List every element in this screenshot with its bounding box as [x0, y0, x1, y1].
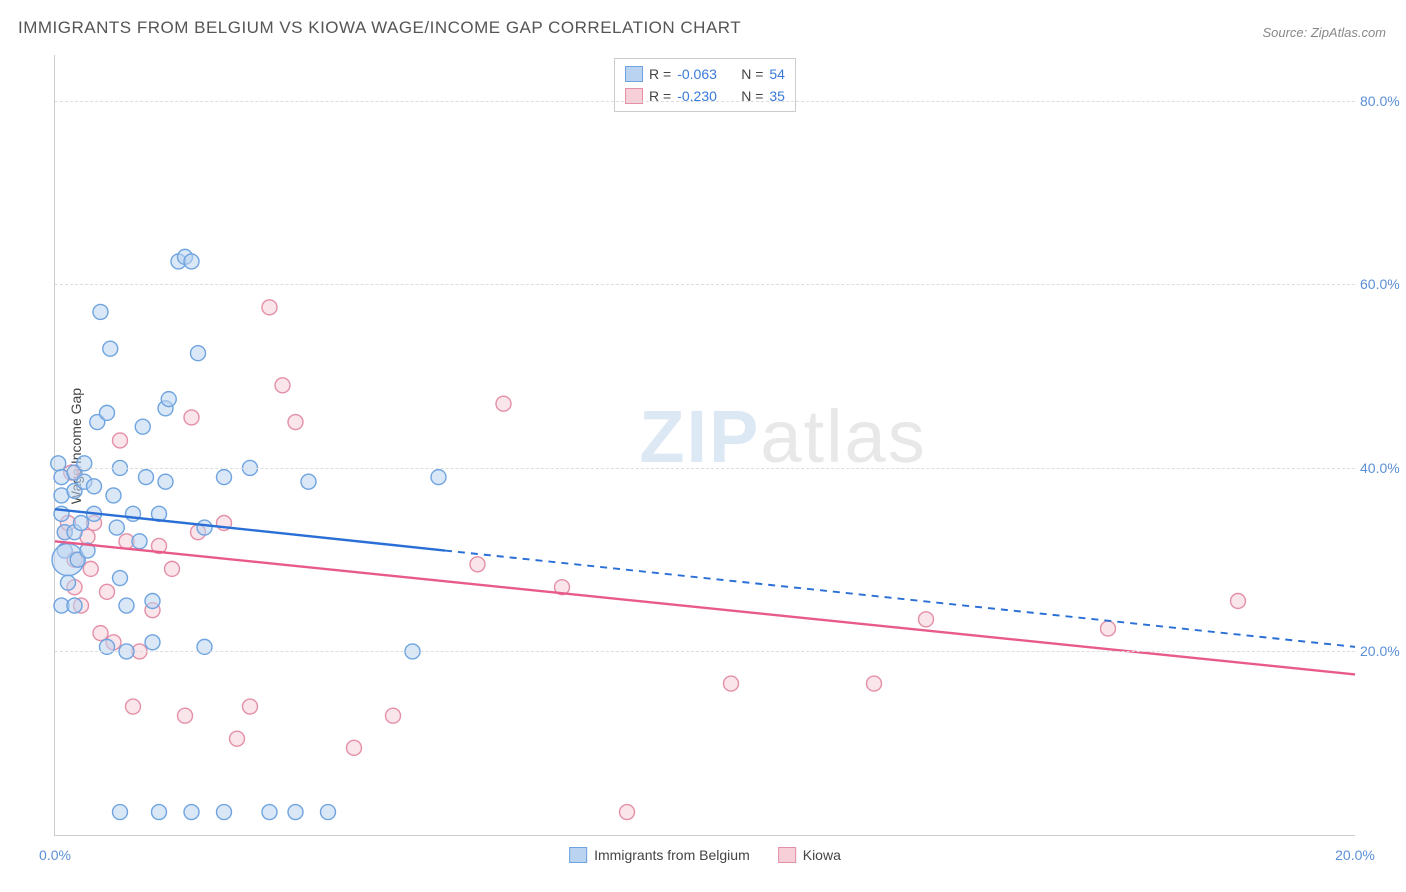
point-series-b — [1231, 594, 1246, 609]
point-series-b — [347, 740, 362, 755]
point-series-a — [135, 419, 150, 434]
point-series-b — [243, 699, 258, 714]
point-series-a — [145, 594, 160, 609]
point-series-a — [184, 805, 199, 820]
point-series-a — [262, 805, 277, 820]
point-series-a — [132, 534, 147, 549]
point-series-a — [106, 488, 121, 503]
source-attribution: Source: ZipAtlas.com — [1262, 25, 1386, 40]
point-series-b — [620, 805, 635, 820]
point-series-b — [1101, 621, 1116, 636]
x-tick-label: 20.0% — [1335, 847, 1375, 863]
point-series-b — [288, 415, 303, 430]
point-series-a — [217, 805, 232, 820]
gridline — [55, 468, 1355, 469]
series-legend: Immigrants from Belgium Kiowa — [569, 847, 841, 863]
point-series-a — [431, 470, 446, 485]
point-series-a — [184, 254, 199, 269]
legend-item: Immigrants from Belgium — [569, 847, 750, 863]
point-series-b — [919, 612, 934, 627]
point-series-b — [165, 561, 180, 576]
point-series-b — [100, 584, 115, 599]
point-series-a — [103, 341, 118, 356]
point-series-a — [93, 304, 108, 319]
point-series-b — [230, 731, 245, 746]
point-series-b — [724, 676, 739, 691]
point-series-a — [87, 479, 102, 494]
legend-label: Kiowa — [803, 847, 841, 863]
point-series-b — [275, 378, 290, 393]
legend-item: Kiowa — [778, 847, 841, 863]
point-series-a — [161, 392, 176, 407]
point-series-a — [288, 805, 303, 820]
gridline — [55, 284, 1355, 285]
point-series-b — [113, 433, 128, 448]
y-tick-label: 80.0% — [1360, 93, 1406, 109]
swatch-series-a — [569, 847, 587, 863]
point-series-a — [113, 805, 128, 820]
y-tick-label: 40.0% — [1360, 460, 1406, 476]
point-series-a — [139, 470, 154, 485]
point-series-a — [74, 516, 89, 531]
legend-label: Immigrants from Belgium — [594, 847, 750, 863]
point-series-a — [113, 571, 128, 586]
x-tick-label: 0.0% — [39, 847, 71, 863]
point-series-b — [93, 626, 108, 641]
y-tick-label: 60.0% — [1360, 276, 1406, 292]
point-series-a — [321, 805, 336, 820]
point-series-a — [100, 405, 115, 420]
point-series-a — [67, 598, 82, 613]
point-series-a — [301, 474, 316, 489]
scatter-plot-area: ZIPatlas R = -0.063 N = 54 R = -0.230 N … — [54, 55, 1355, 836]
gridline — [55, 101, 1355, 102]
point-series-a — [217, 470, 232, 485]
gridline — [55, 651, 1355, 652]
y-tick-label: 20.0% — [1360, 643, 1406, 659]
point-series-b — [178, 708, 193, 723]
point-series-a — [119, 598, 134, 613]
point-series-b — [262, 300, 277, 315]
chart-title: IMMIGRANTS FROM BELGIUM VS KIOWA WAGE/IN… — [18, 18, 741, 38]
point-series-a — [61, 575, 76, 590]
point-series-b — [83, 561, 98, 576]
trend-series-b-solid — [55, 541, 1355, 674]
point-series-a — [158, 474, 173, 489]
point-series-b — [184, 410, 199, 425]
trend-series-a-dashed — [445, 551, 1355, 647]
point-series-b — [126, 699, 141, 714]
point-series-b — [470, 557, 485, 572]
point-series-a — [152, 805, 167, 820]
point-series-a — [191, 346, 206, 361]
point-series-a — [109, 520, 124, 535]
point-series-a — [197, 520, 212, 535]
swatch-series-b — [778, 847, 796, 863]
point-series-b — [386, 708, 401, 723]
point-series-b — [496, 396, 511, 411]
point-series-a — [145, 635, 160, 650]
point-series-b — [867, 676, 882, 691]
scatter-svg — [55, 55, 1355, 835]
